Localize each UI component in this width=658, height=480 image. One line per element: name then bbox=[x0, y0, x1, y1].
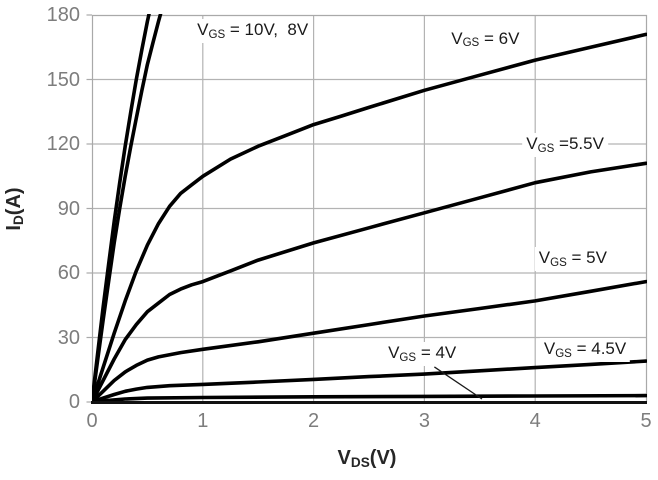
curve-vgs-4v bbox=[92, 393, 647, 402]
y-tick-label: 180 bbox=[46, 4, 80, 26]
y-axis-title-main: I bbox=[3, 225, 25, 231]
vgs-4.5v-subscript: GS bbox=[555, 347, 572, 360]
x-axis-title-sub: DS bbox=[350, 454, 370, 470]
vgs-6v-subscript: GS bbox=[462, 37, 480, 50]
curve-label-vgs-5.5v: VGS =5.5V bbox=[522, 133, 608, 158]
curve-vgs-8v bbox=[92, 14, 163, 402]
y-tick-label: 150 bbox=[46, 68, 80, 91]
curve-label-vgs-6v: VGS = 6V bbox=[447, 27, 524, 52]
curve-label-vgs-4v: VGS = 4V bbox=[384, 342, 461, 367]
curve-label-vgs-4.5v: VGS = 4.5V bbox=[539, 338, 631, 363]
x-axis-title: VDS(V) bbox=[338, 447, 397, 471]
vgs-5.5v-subscript: GS bbox=[537, 142, 555, 155]
curve-vgs-5p5v bbox=[92, 161, 647, 402]
x-tick-label: 1 bbox=[197, 410, 209, 432]
x-axis-title-main: V bbox=[337, 447, 351, 469]
curve-vgs-4p5v bbox=[92, 359, 647, 402]
y-tick-label: 0 bbox=[68, 391, 80, 413]
vgs-4v-leader-line bbox=[434, 366, 483, 400]
curve-label-vgs-5v: VGS = 5V bbox=[534, 247, 611, 272]
x-tick-label: 5 bbox=[640, 410, 652, 432]
y-axis-ticks bbox=[86, 14, 92, 403]
y-tick-label: 30 bbox=[57, 326, 80, 349]
gridlines bbox=[92, 15, 646, 402]
y-tick-label: 60 bbox=[57, 262, 80, 284]
curve-label-vgs-10v-8v: VGS = 10V, 8V bbox=[193, 19, 313, 44]
x-tick-label: 2 bbox=[308, 410, 320, 432]
x-tick-label: 4 bbox=[529, 410, 541, 432]
y-tick-label: 120 bbox=[46, 133, 80, 155]
curves bbox=[92, 14, 647, 402]
x-axis-title-rest: (V) bbox=[369, 447, 397, 469]
curve-vgs-6v bbox=[92, 32, 647, 402]
plot-border bbox=[91, 14, 648, 402]
vgs-4v-subscript: GS bbox=[399, 351, 417, 364]
y-tick-label: 90 bbox=[57, 197, 80, 220]
vgs-10v-8v-subscript: GS bbox=[208, 28, 226, 41]
vgs-5v-subscript: GS bbox=[550, 256, 567, 269]
curve-vgs-5v bbox=[92, 279, 647, 402]
x-tick-label: 0 bbox=[86, 410, 98, 432]
x-tick-label: 3 bbox=[418, 410, 430, 432]
